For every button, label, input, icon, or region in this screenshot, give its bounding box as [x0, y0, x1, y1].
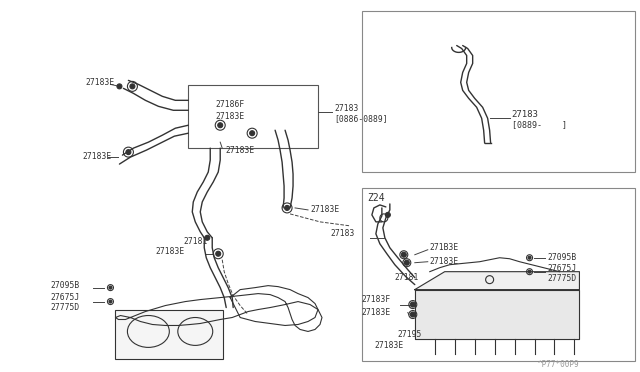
Text: [0886-0889]: [0886-0889] [334, 114, 388, 123]
Text: 271B3E: 271B3E [430, 243, 459, 252]
Text: [0889-    ]: [0889- ] [511, 120, 566, 129]
Text: 27183E: 27183E [156, 247, 184, 256]
Circle shape [109, 300, 112, 303]
Circle shape [130, 84, 135, 89]
Bar [362, 188, 636, 361]
Text: 27183: 27183 [330, 229, 355, 238]
Text: 27183E: 27183E [215, 112, 244, 121]
Text: 27183E: 27183E [225, 145, 255, 155]
Text: 27095B: 27095B [51, 281, 80, 290]
Circle shape [528, 270, 531, 273]
Circle shape [285, 205, 289, 211]
Circle shape [410, 302, 415, 307]
Text: 27183E: 27183E [430, 257, 459, 266]
Text: 27183E: 27183E [83, 152, 112, 161]
Polygon shape [415, 272, 579, 290]
Circle shape [385, 212, 390, 217]
Circle shape [109, 286, 112, 289]
Text: 27183: 27183 [334, 104, 358, 113]
Text: 27186F: 27186F [215, 100, 244, 109]
Text: 27195: 27195 [398, 330, 422, 339]
Text: 27183E: 27183E [375, 341, 404, 350]
Circle shape [126, 150, 131, 155]
Text: 27675J: 27675J [51, 293, 80, 302]
Text: 27183E: 27183E [86, 78, 115, 87]
Text: 27183: 27183 [511, 110, 538, 119]
Bar [188, 86, 318, 148]
Circle shape [218, 123, 223, 128]
Text: 27183F: 27183F [362, 295, 391, 304]
Polygon shape [415, 290, 579, 339]
Text: 27183E: 27183E [310, 205, 339, 214]
Circle shape [528, 256, 531, 259]
Bar [362, 11, 636, 172]
Text: Z24: Z24 [367, 193, 385, 203]
Text: 27775D: 27775D [51, 303, 80, 312]
Text: 27181: 27181 [395, 273, 419, 282]
Text: 27183E: 27183E [362, 308, 391, 317]
Text: ^P77*00P9: ^P77*00P9 [538, 360, 579, 369]
Circle shape [117, 84, 122, 89]
Circle shape [250, 131, 255, 136]
Circle shape [216, 251, 221, 256]
Circle shape [410, 312, 415, 317]
Circle shape [401, 252, 406, 257]
Text: 27675J: 27675J [547, 264, 577, 273]
Circle shape [404, 260, 410, 265]
Text: 27775D: 27775D [547, 274, 577, 283]
Text: 27095B: 27095B [547, 253, 577, 262]
Bar [115, 310, 223, 359]
Circle shape [205, 235, 210, 240]
Text: 27181: 27181 [183, 237, 207, 246]
